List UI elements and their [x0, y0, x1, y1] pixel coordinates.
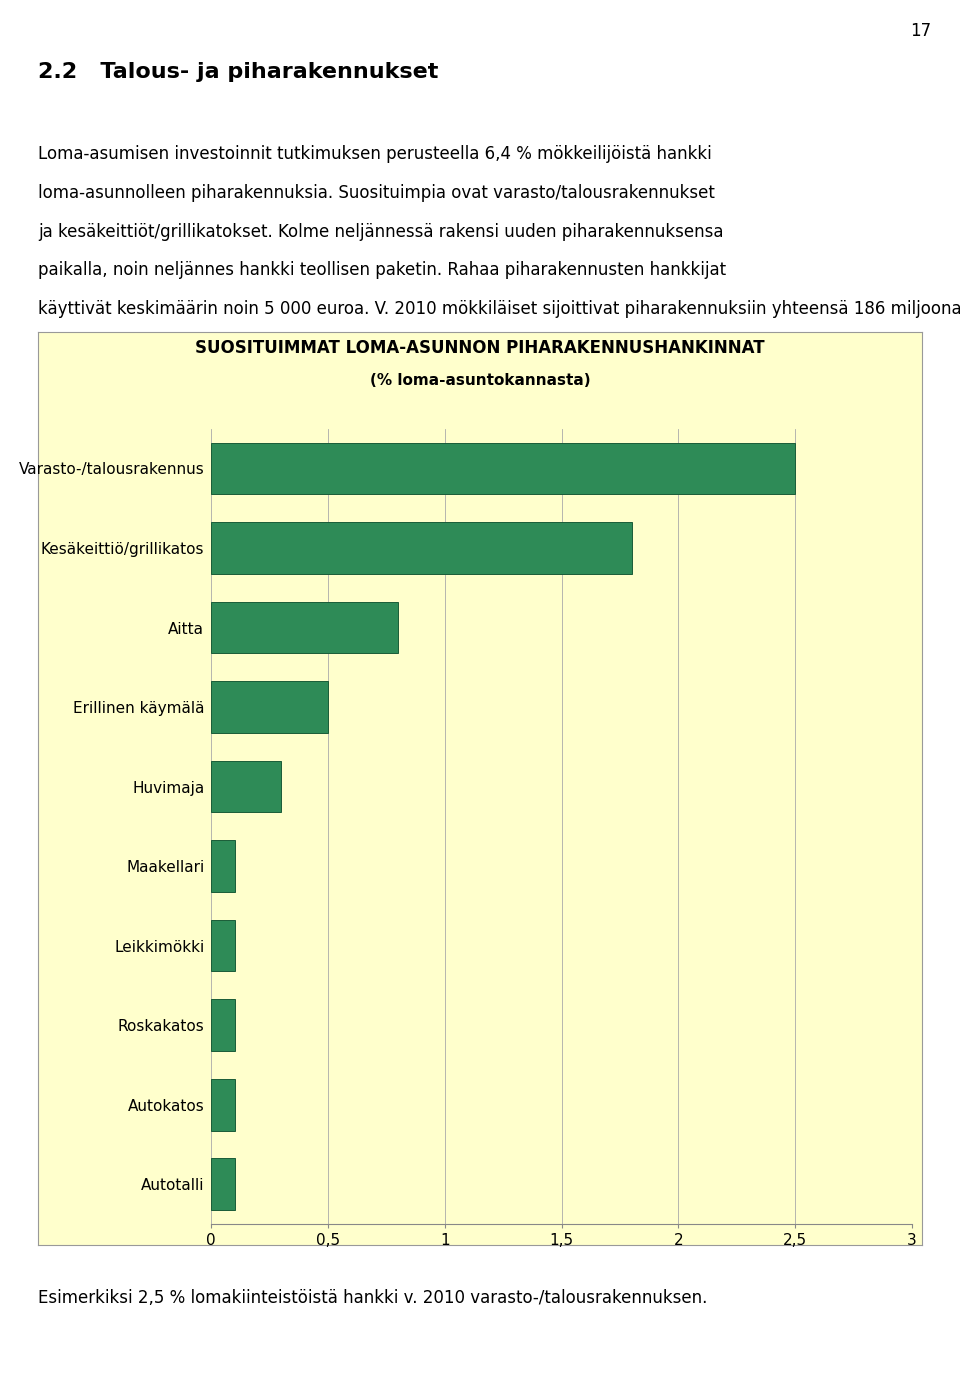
Bar — [211, 761, 281, 812]
Text: SUOSITUIMMAT LOMA-ASUNNON PIHARAKENNUSHANKINNAT: SUOSITUIMMAT LOMA-ASUNNON PIHARAKENNUSHA… — [195, 339, 765, 357]
Text: 2.2   Talous- ja piharakennukset: 2.2 Talous- ja piharakennukset — [38, 62, 439, 82]
Bar — [211, 920, 234, 971]
Bar — [211, 1000, 234, 1051]
Bar — [211, 602, 398, 653]
Text: 17: 17 — [910, 22, 931, 40]
Bar — [211, 1079, 234, 1130]
Bar — [211, 443, 795, 494]
Bar — [211, 1159, 234, 1210]
Text: loma-asunnolleen piharakennuksia. Suosituimpia ovat varasto/talousrakennukset: loma-asunnolleen piharakennuksia. Suosit… — [38, 184, 715, 202]
Text: paikalla, noin neljännes hankki teollisen paketin. Rahaa piharakennusten hankkij: paikalla, noin neljännes hankki teollise… — [38, 261, 727, 279]
Text: käyttivät keskimäärin noin 5 000 euroa. V. 2010 mökkiläiset sijoittivat piharake: käyttivät keskimäärin noin 5 000 euroa. … — [38, 300, 960, 318]
Bar — [211, 523, 632, 574]
Text: (% loma-asuntokannasta): (% loma-asuntokannasta) — [370, 373, 590, 389]
Bar — [211, 682, 328, 733]
Text: Loma-asumisen investoinnit tutkimuksen perusteella 6,4 % mökkeilijöistä hankki: Loma-asumisen investoinnit tutkimuksen p… — [38, 145, 712, 163]
Text: ja kesäkeittiöt/grillikatokset. Kolme neljännessä rakensi uuden piharakennuksens: ja kesäkeittiöt/grillikatokset. Kolme ne… — [38, 223, 724, 241]
Bar — [211, 841, 234, 892]
Text: Esimerkiksi 2,5 % lomakiinteistöistä hankki v. 2010 varasto-/talousrakennuksen.: Esimerkiksi 2,5 % lomakiinteistöistä han… — [38, 1289, 708, 1307]
